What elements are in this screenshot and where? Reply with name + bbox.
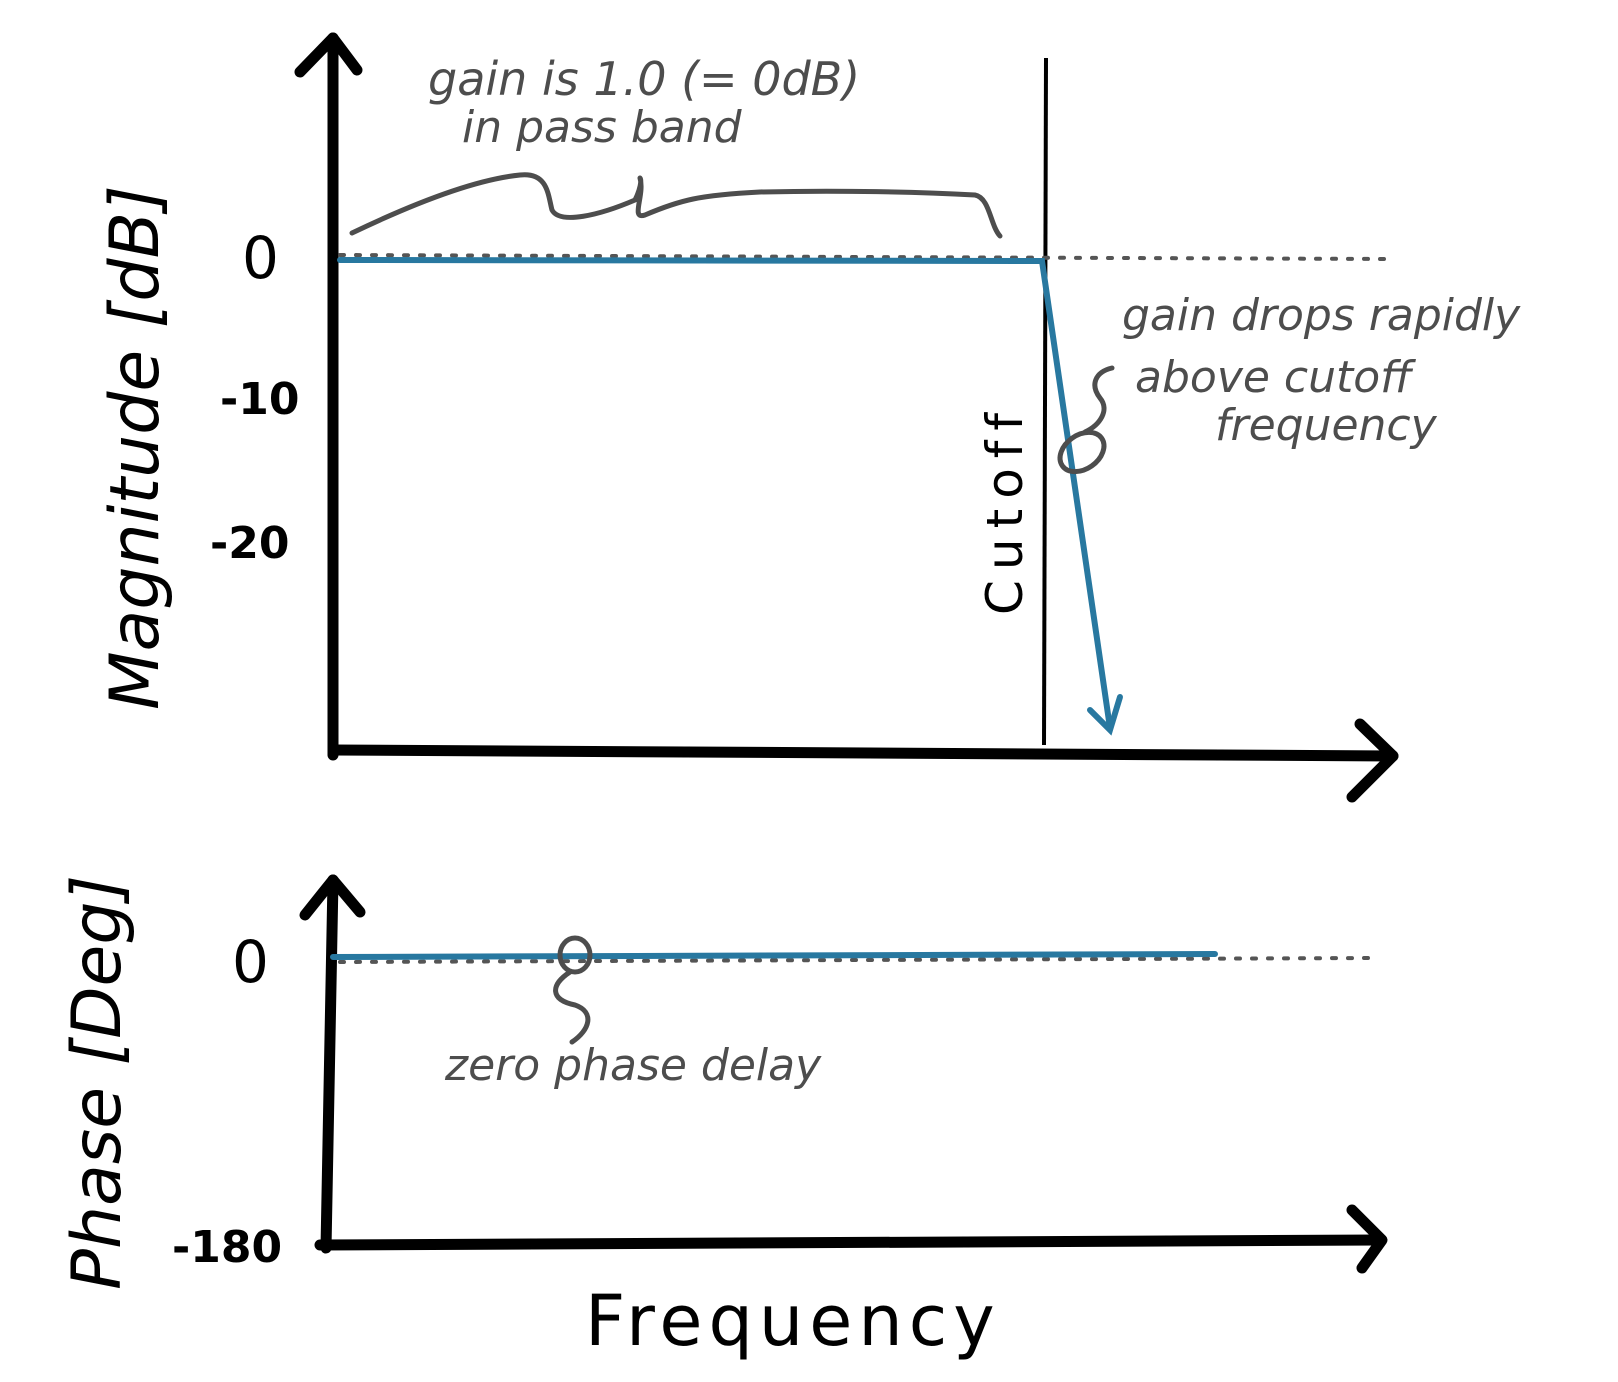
phase-y-axis <box>320 874 339 1254</box>
magnitude-plot: 0 -10 -20 Magnitude [dB] Cutoff gain is … <box>96 32 1521 803</box>
frequency-xlabel: Frequency <box>585 1280 1001 1362</box>
rolloff-annotation-line2: above cutoff <box>1135 352 1416 403</box>
magnitude-trace-arrowhead <box>1087 694 1123 736</box>
magnitude-tick-0: 0 <box>242 224 279 292</box>
phase-x-arrowhead <box>1346 1204 1388 1274</box>
magnitude-zero-reference-line <box>338 253 1387 261</box>
magnitude-ylabel: Magnitude [dB] <box>96 185 175 710</box>
phase-zero-reference-line <box>338 956 1377 964</box>
phase-ylabel: Phase [Deg] <box>58 875 137 1290</box>
magnitude-tick-neg20: -20 <box>210 518 290 569</box>
passband-annotation-line1: gain is 1.0 (= 0dB) <box>428 52 860 106</box>
passband-brace <box>349 172 1003 239</box>
phase-x-axis <box>314 1234 1386 1251</box>
phase-tick-0: 0 <box>232 928 269 996</box>
passband-annotation-line2: in pass band <box>462 102 743 153</box>
phase-trace <box>330 951 1218 960</box>
phase-plot: 0 -180 Phase [Deg] zero phase delay <box>58 874 1388 1290</box>
magnitude-trace <box>337 257 1113 731</box>
magnitude-tick-neg10: -10 <box>220 374 300 425</box>
magnitude-x-arrowhead <box>1346 718 1399 803</box>
phase-callout-circle <box>557 935 593 975</box>
magnitude-y-arrowhead <box>294 32 363 78</box>
rolloff-leader <box>1082 365 1115 435</box>
magnitude-x-axis <box>327 744 1399 762</box>
phase-tick-neg180: -180 <box>172 1222 282 1273</box>
cutoff-label: Cutoff <box>976 403 1034 615</box>
rolloff-annotation-line1: gain drops rapidly <box>1122 290 1521 341</box>
phase-y-arrowhead <box>299 874 366 921</box>
phase-leader <box>553 969 591 1045</box>
phase-annotation: zero phase delay <box>444 1040 822 1091</box>
cutoff-line <box>1042 57 1048 746</box>
rolloff-annotation-line3: frequency <box>1215 400 1438 451</box>
rolloff-callout-circle <box>1057 429 1107 475</box>
